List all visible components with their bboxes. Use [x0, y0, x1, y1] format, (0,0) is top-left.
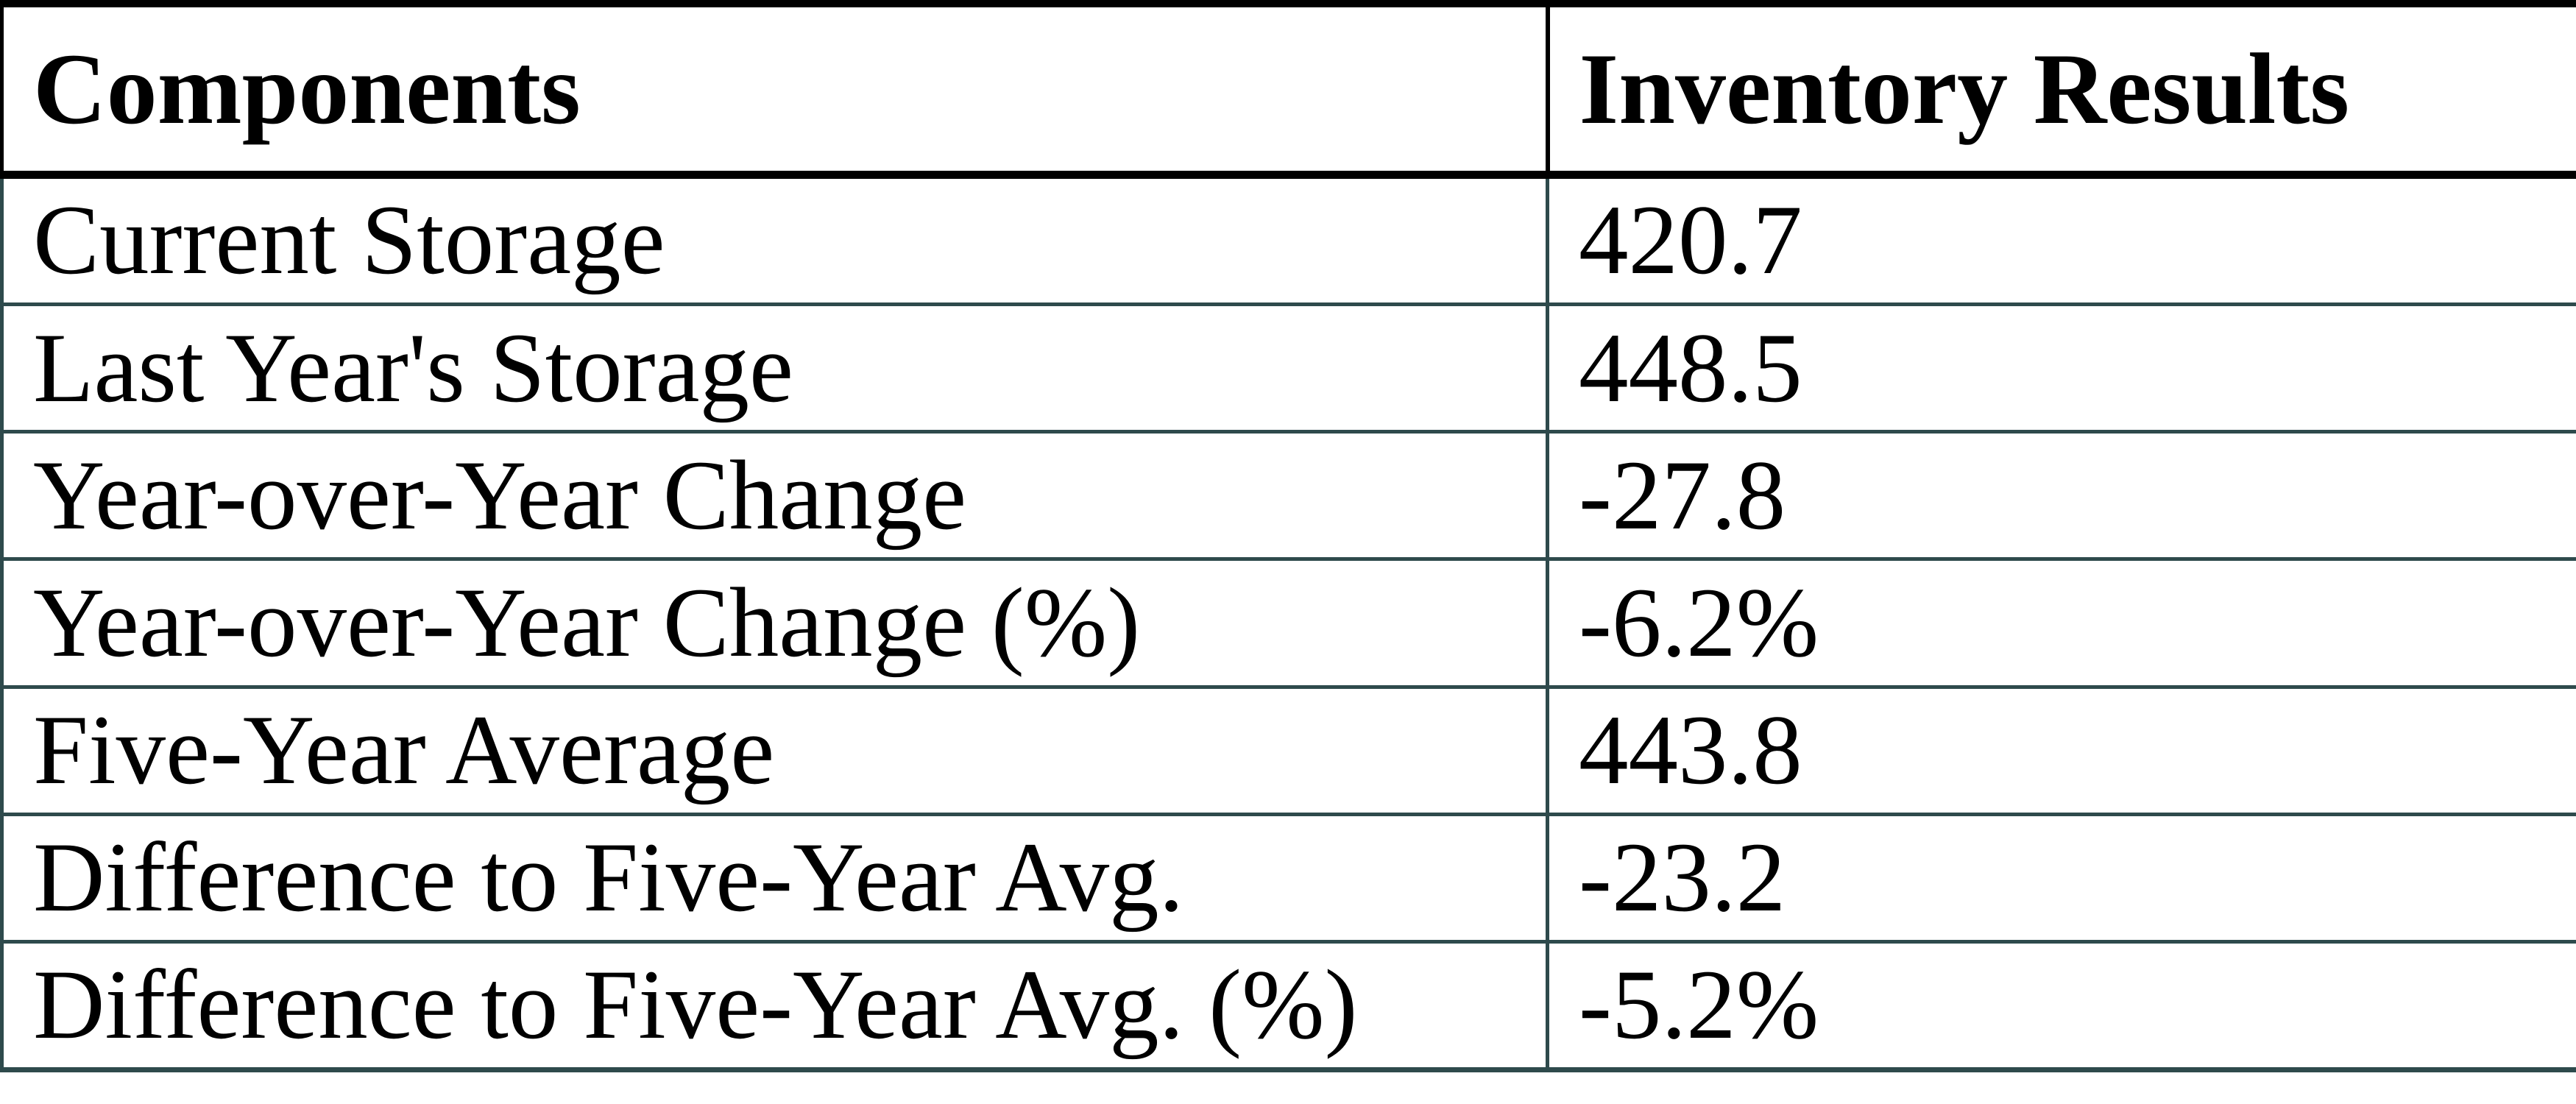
inventory-results-table: Components Inventory Results Current Sto… — [0, 0, 2576, 1073]
row-value-cell: 420.7 — [1546, 172, 2576, 307]
row-label-cell: Difference to Five-Year Avg. (%) — [0, 939, 1549, 1073]
row-label-cell: Difference to Five-Year Avg. — [0, 812, 1549, 944]
table-row: Difference to Five-Year Avg. (%) -5.2% — [0, 939, 2576, 1073]
table-row: Difference to Five-Year Avg. -23.2 — [0, 812, 2576, 944]
header-cell-inventory-results: Inventory Results — [1546, 0, 2576, 179]
table-header-row: Components Inventory Results — [0, 0, 2576, 179]
row-value-cell: -5.2% — [1546, 939, 2576, 1073]
row-value-cell: -23.2 — [1546, 812, 2576, 944]
table-row: Five-Year Average 443.8 — [0, 684, 2576, 816]
row-value-cell: 448.5 — [1546, 302, 2576, 434]
row-label-cell: Last Year's Storage — [0, 302, 1549, 434]
table-row: Last Year's Storage 448.5 — [0, 302, 2576, 434]
row-label-cell: Five-Year Average — [0, 684, 1549, 816]
row-value-cell: -27.8 — [1546, 430, 2576, 562]
row-label-cell: Year-over-Year Change — [0, 430, 1549, 562]
row-value-cell: 443.8 — [1546, 684, 2576, 816]
table-row: Current Storage 420.7 — [0, 172, 2576, 307]
row-value-cell: -6.2% — [1546, 557, 2576, 689]
row-label-cell: Year-over-Year Change (%) — [0, 557, 1549, 689]
table-row: Year-over-Year Change (%) -6.2% — [0, 557, 2576, 689]
row-label-cell: Current Storage — [0, 172, 1549, 307]
header-cell-components: Components — [0, 0, 1550, 179]
table-row: Year-over-Year Change -27.8 — [0, 430, 2576, 562]
